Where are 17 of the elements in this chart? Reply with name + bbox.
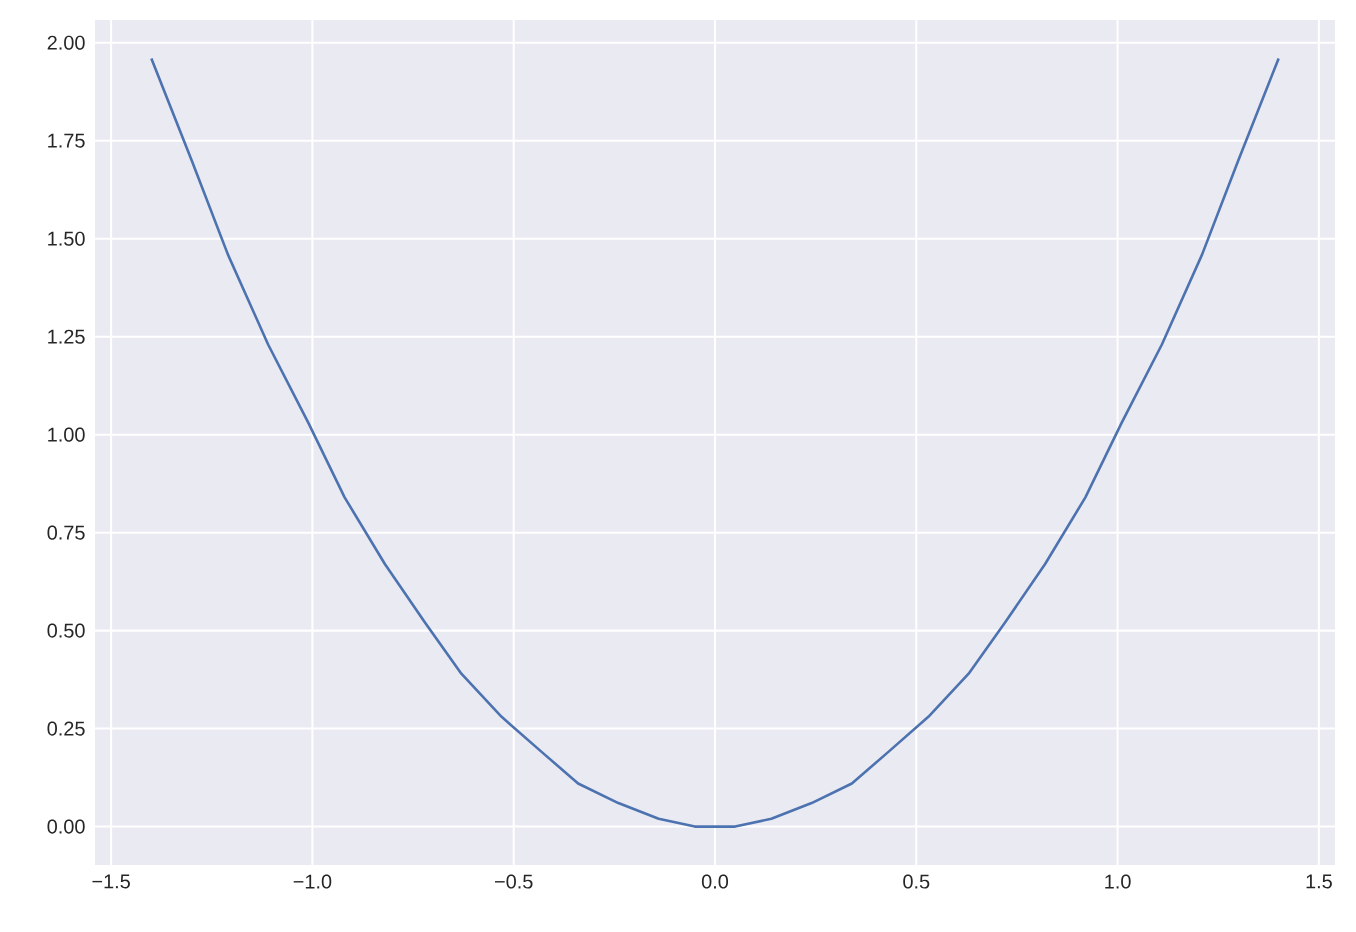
x-tick-label: 1.0 (1105, 874, 1131, 889)
y-tick-label: 1.50 (48, 231, 85, 246)
y-tick-label: 0.00 (47, 819, 85, 834)
y-tick-label: 0.75 (47, 525, 85, 540)
line-series (150, 57, 1280, 828)
y-tick-label: 1.25 (48, 329, 85, 344)
x-tick-label: −1.5 (92, 874, 130, 889)
x-tick-label: 0.0 (701, 874, 729, 889)
x-tick-label: −1.0 (293, 874, 332, 889)
x-tick-label: 1.5 (1306, 874, 1332, 889)
y-tick-label: 1.00 (48, 427, 85, 442)
y-tick-label: 0.50 (47, 623, 85, 638)
y-tick-label: 2.00 (47, 35, 85, 50)
x-tick-label: −0.5 (495, 874, 533, 889)
x-tick-label: 0.5 (903, 874, 930, 889)
y-tick-label: 0.25 (47, 721, 85, 736)
y-tick-label: 1.75 (48, 133, 85, 148)
